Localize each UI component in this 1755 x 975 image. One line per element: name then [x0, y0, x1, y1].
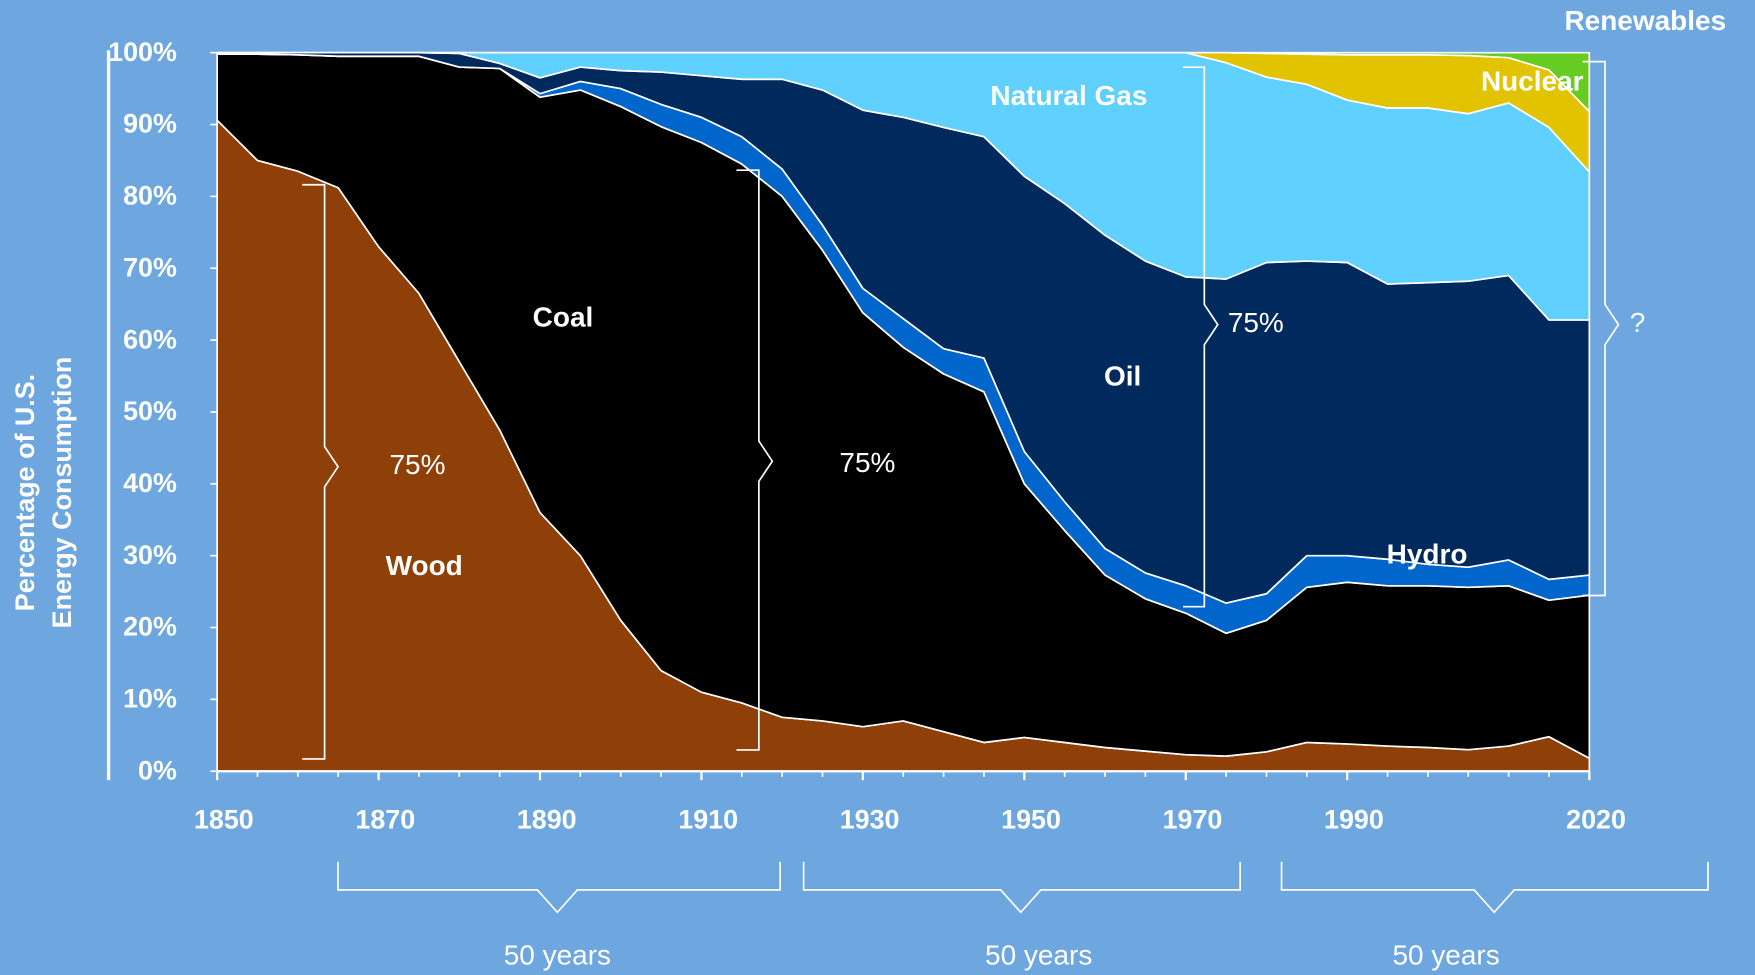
annotation: 75% — [839, 447, 895, 478]
y-tick-label: 30% — [123, 540, 177, 570]
x-tick-label: 1950 — [1001, 805, 1061, 835]
y-tick-label: 0% — [138, 755, 177, 785]
area-label: Oil — [1104, 361, 1141, 392]
x-tick-label: 1970 — [1163, 805, 1223, 835]
brace — [302, 183, 340, 760]
span-label: 50 years — [504, 939, 611, 970]
brace — [337, 861, 781, 914]
area-label: Renewables — [1564, 5, 1726, 36]
x-tick-label: 1870 — [355, 805, 415, 835]
brace — [802, 861, 1241, 914]
y-tick-label: 100% — [108, 37, 177, 67]
area-label: Coal — [533, 301, 594, 332]
y-axis-title: Energy Consumption — [47, 357, 77, 629]
annotation: ? — [1630, 307, 1646, 338]
y-tick-label: 80% — [123, 181, 177, 211]
annotation: 75% — [1228, 307, 1284, 338]
y-tick-label: 20% — [123, 612, 177, 642]
y-tick-label: 60% — [123, 324, 177, 354]
area-label: Natural Gas — [990, 80, 1147, 111]
x-tick-label: 2020 — [1566, 805, 1626, 835]
span-label: 50 years — [985, 939, 1092, 970]
brace — [1280, 861, 1709, 914]
x-tick-label: 1990 — [1324, 805, 1384, 835]
y-tick-label: 10% — [123, 684, 177, 714]
x-tick-label: 1930 — [840, 805, 900, 835]
brace — [736, 169, 774, 751]
y-tick-label: 70% — [123, 252, 177, 282]
y-tick-label: 90% — [123, 109, 177, 139]
x-tick-label: 1890 — [517, 805, 577, 835]
x-tick-label: 1910 — [678, 805, 738, 835]
area-label: Hydro — [1387, 539, 1468, 570]
y-tick-label: 40% — [123, 468, 177, 498]
brace — [1582, 60, 1620, 597]
brace — [1183, 66, 1219, 608]
area — [216, 51, 1591, 113]
x-tick-label: 1850 — [194, 805, 254, 835]
annotation: 75% — [389, 449, 445, 480]
area-label: Wood — [386, 550, 463, 581]
y-axis-title: Percentage of U.S. — [10, 374, 40, 611]
y-tick-label: 50% — [123, 396, 177, 426]
span-label: 50 years — [1392, 939, 1499, 970]
area-label: Nuclear — [1481, 65, 1584, 96]
